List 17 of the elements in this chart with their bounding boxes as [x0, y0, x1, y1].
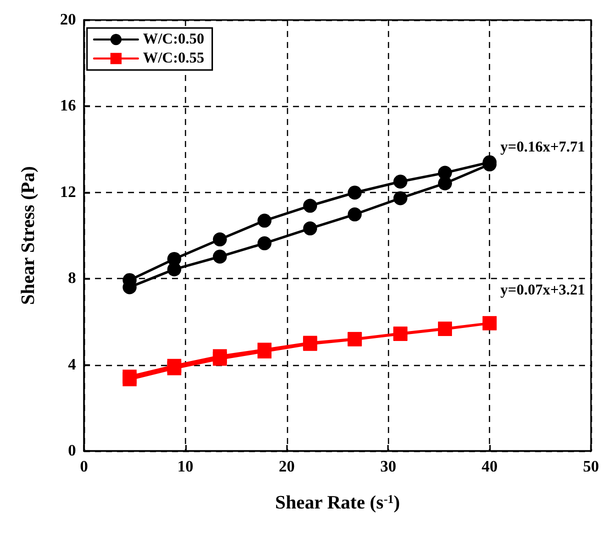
x-tick-label: 50 — [583, 458, 599, 476]
y-tick-label: 16 — [60, 98, 76, 115]
y-tick-label: 4 — [68, 356, 76, 374]
legend-label: W/C:0.50 — [143, 32, 204, 48]
legend-label: W/C:0.55 — [143, 50, 204, 66]
y-tick-label: 12 — [60, 184, 76, 201]
annotation: y=0.16x+7.71 — [500, 140, 586, 156]
y-tick-label: 20 — [60, 12, 76, 28]
y-axis-title: Shear Stress (Pa) — [18, 166, 39, 305]
x-tick-label: 10 — [177, 458, 194, 476]
x-tick-label: 30 — [380, 458, 396, 476]
x-tick-label: 0 — [80, 458, 88, 476]
y-tick-label: 0 — [68, 442, 76, 460]
x-tick-label: 40 — [482, 458, 498, 476]
x-tick-label: 20 — [278, 458, 295, 476]
annotation: y=0.07x+3.21 — [500, 282, 586, 298]
y-tick-label: 8 — [68, 270, 76, 288]
